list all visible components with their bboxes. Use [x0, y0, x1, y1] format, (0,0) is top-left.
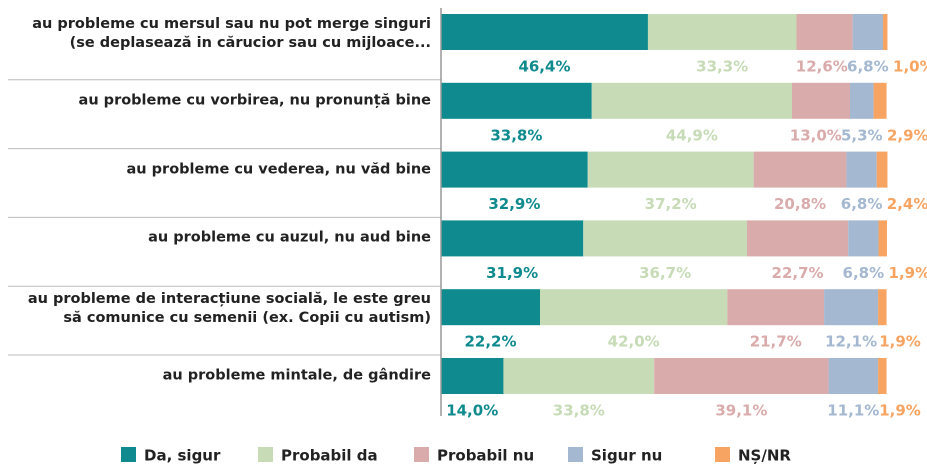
category-label: au probleme cu mersul sau nu pot merge s…	[32, 16, 431, 51]
bar-segment	[654, 358, 829, 394]
bar-segment	[540, 289, 728, 326]
category-label: au probleme mintale, de gândire	[162, 367, 431, 384]
value-label: 36,7%	[639, 264, 691, 282]
value-label: 1,9%	[879, 402, 921, 420]
value-label: 31,9%	[486, 264, 538, 282]
value-label: 22,7%	[772, 264, 824, 282]
bar-segment	[727, 289, 825, 326]
legend-label: Da, sigur	[144, 447, 221, 465]
bar-segment	[441, 289, 541, 326]
category-label: au probleme cu vorbirea, nu pronunță bin…	[78, 92, 431, 109]
bar-segment	[824, 289, 879, 326]
bar-segment	[587, 151, 754, 188]
value-label: 13,0%	[790, 126, 842, 144]
bar-segment	[873, 82, 887, 119]
bar-segment	[849, 82, 874, 119]
value-label: 33,3%	[696, 58, 748, 76]
bar-segment	[441, 82, 592, 119]
value-label: 1,9%	[879, 333, 921, 351]
bar-segment	[878, 358, 887, 394]
legend-label: NȘ/NR	[738, 447, 791, 465]
value-label: 2,9%	[887, 126, 927, 144]
bar-segment	[441, 220, 584, 257]
value-label: 33,8%	[490, 126, 542, 144]
legend-swatch	[414, 447, 429, 462]
bar-segment	[878, 220, 887, 257]
bar-segment	[647, 14, 797, 50]
value-label: 6,8%	[843, 264, 885, 282]
category-label: au probleme cu auzul, nu aud bine	[148, 229, 431, 246]
category-label: au probleme de interacțiune socială, le …	[27, 291, 431, 327]
bar-segment	[441, 14, 648, 50]
legend-swatch	[121, 447, 136, 462]
value-label: 22,2%	[464, 333, 516, 351]
bar-segment	[796, 14, 853, 50]
bar-segment	[882, 14, 888, 50]
value-label: 2,4%	[887, 195, 927, 213]
value-label: 32,9%	[488, 195, 540, 213]
value-label: 44,9%	[666, 126, 718, 144]
value-label: 37,2%	[645, 195, 697, 213]
value-label: 46,4%	[518, 58, 570, 76]
legend-swatch	[258, 447, 273, 462]
value-label: 1,9%	[889, 264, 927, 282]
value-label: 20,8%	[774, 195, 826, 213]
value-label: 5,3%	[841, 126, 883, 144]
bar-segment	[848, 220, 879, 257]
bar-segment	[441, 151, 588, 188]
legend-label: Sigur nu	[591, 447, 662, 465]
bar-segment	[878, 289, 887, 326]
bar-segment	[876, 151, 888, 188]
value-label: 39,1%	[715, 402, 767, 420]
legend-swatch	[568, 447, 583, 462]
category-label: au probleme cu vederea, nu văd bine	[126, 161, 431, 178]
value-label: 12,6%	[796, 58, 848, 76]
bar-segment	[792, 82, 850, 119]
legend-swatch	[715, 447, 730, 462]
bar-segment	[503, 358, 655, 394]
bar-segment	[746, 220, 849, 257]
legend-label: Probabil da	[281, 447, 378, 465]
value-label: 14,0%	[446, 402, 498, 420]
legend-label: Probabil nu	[437, 447, 534, 465]
value-label: 6,8%	[841, 195, 883, 213]
value-label: 11,1%	[827, 402, 879, 420]
bar-segment	[753, 151, 847, 188]
bar-segment	[583, 220, 747, 257]
bar-segment	[852, 14, 883, 50]
bar-segment	[828, 358, 879, 394]
value-label: 21,7%	[750, 333, 802, 351]
value-label: 6,8%	[847, 58, 889, 76]
bar-segment	[846, 151, 877, 188]
value-label: 1,0%	[893, 58, 927, 76]
bar-segment	[441, 358, 504, 394]
bar-segment	[591, 82, 793, 119]
value-label: 42,0%	[608, 333, 660, 351]
value-label: 33,8%	[553, 402, 605, 420]
value-label: 12,1%	[825, 333, 877, 351]
